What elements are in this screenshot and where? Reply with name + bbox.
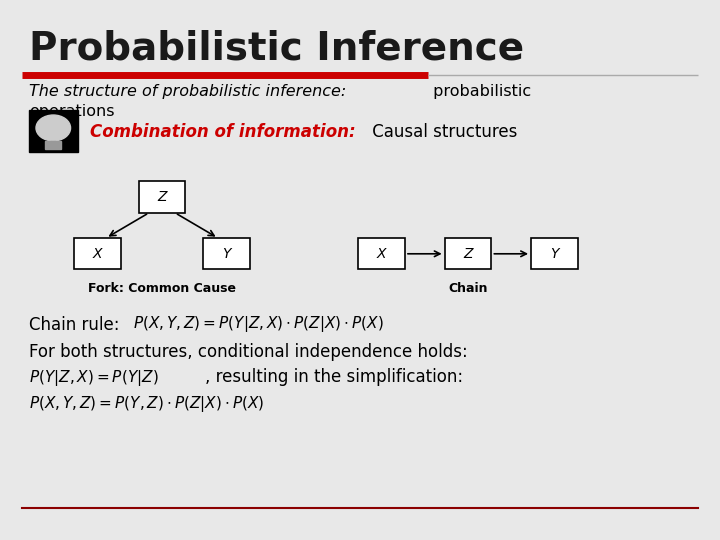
Text: Probabilistic Inference: Probabilistic Inference <box>29 30 524 68</box>
Bar <box>203 238 251 269</box>
Bar <box>45 141 61 149</box>
Text: $P(Y|Z,X) = P(Y|Z)$: $P(Y|Z,X) = P(Y|Z)$ <box>29 368 158 388</box>
Bar <box>359 238 405 269</box>
Bar <box>138 181 186 213</box>
Bar <box>531 238 577 269</box>
Text: X: X <box>377 247 387 261</box>
Text: Z: Z <box>463 247 473 261</box>
Text: probabilistic: probabilistic <box>428 84 531 99</box>
Text: Chain: Chain <box>449 282 487 295</box>
Text: Chain rule:: Chain rule: <box>29 316 125 334</box>
Circle shape <box>36 115 71 141</box>
Text: Causal structures: Causal structures <box>367 123 518 141</box>
Text: For both structures, conditional independence holds:: For both structures, conditional indepen… <box>29 343 467 361</box>
Text: operations: operations <box>29 104 114 119</box>
Text: , resulting in the simplification:: , resulting in the simplification: <box>205 368 464 386</box>
Text: Z: Z <box>157 190 167 204</box>
Bar <box>74 238 121 269</box>
Text: $P(X,Y,Z) = P(Y|Z,X) \cdot P(Z|X) \cdot P(X)$: $P(X,Y,Z) = P(Y|Z,X) \cdot P(Z|X) \cdot … <box>133 314 384 334</box>
Text: $P(X,Y,Z) = P(Y,Z) \cdot P(Z|X) \cdot P(X)$: $P(X,Y,Z) = P(Y,Z) \cdot P(Z|X) \cdot P(… <box>29 394 264 414</box>
Bar <box>29 110 78 152</box>
Bar <box>445 238 492 269</box>
Text: The structure of probabilistic inference:: The structure of probabilistic inference… <box>29 84 346 99</box>
Text: X: X <box>92 247 102 261</box>
Text: Y: Y <box>222 247 231 261</box>
Text: Fork: Common Cause: Fork: Common Cause <box>88 282 236 295</box>
Text: Y: Y <box>550 247 559 261</box>
Text: Combination of information:: Combination of information: <box>90 123 356 141</box>
